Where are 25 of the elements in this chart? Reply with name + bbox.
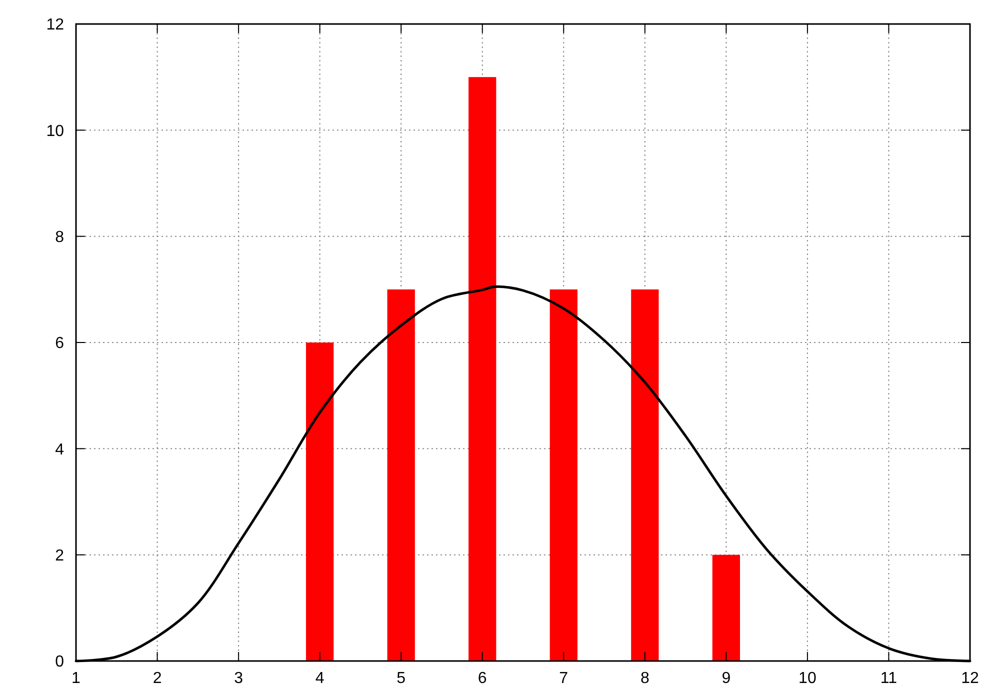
y-tick-label: 10 bbox=[46, 122, 64, 140]
x-tick-label: 5 bbox=[396, 670, 406, 687]
x-tick-label: 3 bbox=[234, 670, 244, 687]
bar bbox=[712, 554, 740, 661]
bar bbox=[631, 289, 659, 661]
bar bbox=[306, 342, 334, 661]
y-tick-label: 8 bbox=[55, 228, 64, 246]
y-tick-label: 2 bbox=[55, 547, 64, 564]
bar bbox=[550, 289, 578, 661]
x-tick-label: 12 bbox=[961, 670, 979, 687]
x-tick-label: 1 bbox=[72, 670, 81, 687]
y-tick-label: 6 bbox=[55, 335, 64, 352]
x-tick-label: 9 bbox=[722, 670, 731, 687]
x-tick-label: 8 bbox=[640, 670, 650, 687]
y-tick-label: 0 bbox=[55, 654, 64, 671]
x-tick-label: 6 bbox=[478, 670, 487, 687]
x-tick-label: 11 bbox=[880, 670, 898, 687]
x-tick-label: 7 bbox=[559, 670, 568, 687]
y-tick-label: 12 bbox=[46, 16, 64, 34]
x-tick-label: 2 bbox=[152, 670, 162, 687]
x-tick-label: 10 bbox=[798, 670, 816, 687]
y-tick-label: 4 bbox=[55, 441, 64, 458]
bar bbox=[468, 77, 496, 661]
x-tick-label: 4 bbox=[315, 670, 324, 687]
bar bbox=[387, 289, 415, 661]
